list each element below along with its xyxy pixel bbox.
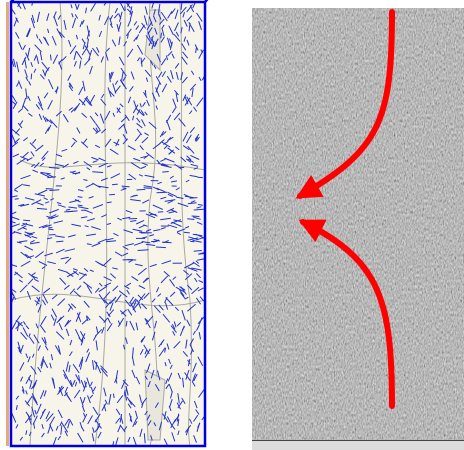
micrograph-panel: [252, 8, 464, 450]
fiber-segment: [15, 199, 19, 200]
fiber-segment: [133, 195, 138, 196]
fiber-segment: [112, 184, 118, 185]
fiber-segment: [156, 247, 166, 248]
fiber-segment: [161, 33, 162, 39]
fiber-segment: [92, 172, 103, 173]
fiber-segment: [137, 189, 146, 190]
bottom-bar: [252, 440, 464, 450]
micrograph-texture: [252, 8, 464, 440]
box-edge: [205, 0, 212, 2]
fiber-segment: [144, 188, 149, 189]
fiber-segment: [162, 172, 168, 173]
edge-strip: [6, 2, 9, 446]
fiber-segment: [49, 235, 55, 236]
fiber-segment: [194, 209, 204, 210]
fiber-segment: [194, 251, 202, 252]
fiber-segment: [192, 216, 200, 217]
fiber-segment: [187, 219, 194, 220]
fiber-segment: [162, 242, 172, 243]
fiber-segment: [157, 192, 168, 193]
fiber-segment: [138, 250, 149, 251]
fiber-segment: [190, 198, 198, 199]
fiber-segment: [48, 229, 53, 230]
fiber-segment: [31, 74, 32, 80]
fiber-segment: [23, 220, 30, 221]
fiber-panel: [6, 0, 212, 448]
fiber-segment: [125, 6, 126, 11]
fiber-segment: [64, 211, 73, 212]
fiber-segment: [48, 228, 52, 229]
fiber-segment: [109, 194, 115, 195]
fiber-segment: [184, 232, 190, 233]
